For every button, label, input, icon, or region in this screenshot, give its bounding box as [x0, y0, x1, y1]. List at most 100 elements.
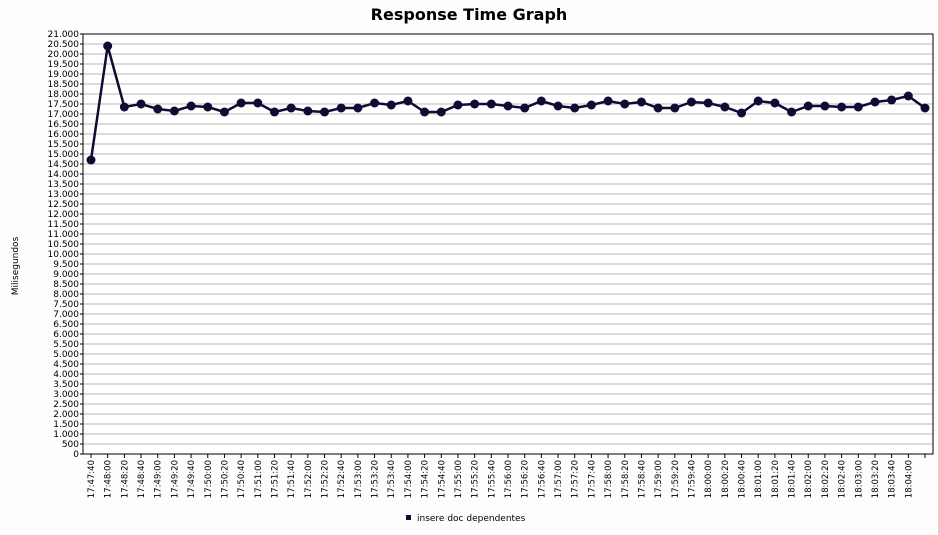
y-tick-label: 3.000 — [53, 390, 79, 400]
x-tick-label: 18:00:00 — [704, 460, 714, 498]
data-point — [436, 107, 446, 117]
y-tick-label: 2.000 — [53, 410, 79, 420]
x-tick-label: 17:54:20 — [421, 460, 431, 498]
y-tick-label: 18.000 — [48, 90, 80, 100]
data-point — [770, 98, 780, 108]
y-tick-label: 7.000 — [53, 310, 79, 320]
data-point — [219, 107, 229, 117]
legend-label: insere doc dependentes — [417, 514, 526, 524]
data-point — [787, 107, 797, 117]
x-tick-label: 17:51:20 — [270, 460, 280, 498]
data-point — [920, 103, 930, 113]
x-tick-label: 18:01:00 — [754, 460, 764, 498]
y-tick-label: 11.000 — [48, 230, 80, 240]
y-tick-label: 6.000 — [53, 330, 79, 340]
x-tick-label: 17:52:20 — [321, 460, 331, 498]
data-point — [153, 104, 163, 114]
data-point — [336, 103, 346, 113]
data-point — [503, 101, 513, 111]
y-tick-label: 15.000 — [48, 150, 80, 160]
y-tick-label: 7.500 — [53, 300, 79, 310]
y-tick-label: 500 — [62, 440, 79, 450]
x-tick-label: 17:53:40 — [387, 460, 397, 498]
x-tick-label: 17:59:20 — [671, 460, 681, 498]
x-tick-label: 18:02:20 — [821, 460, 831, 498]
y-tick-label: 10.500 — [48, 240, 80, 250]
data-point — [686, 97, 696, 107]
data-point — [186, 101, 196, 111]
y-tick-label: 5.500 — [53, 340, 79, 350]
x-tick-label: 17:55:00 — [454, 460, 464, 498]
x-tick-label: 18:01:40 — [788, 460, 798, 498]
x-tick-label: 17:48:20 — [120, 460, 130, 498]
x-tick-label: 18:03:40 — [888, 460, 898, 498]
data-point — [86, 155, 96, 165]
data-point — [470, 99, 480, 109]
y-tick-label: 13.500 — [48, 180, 80, 190]
data-point — [820, 101, 830, 111]
data-point — [486, 99, 496, 109]
y-tick-label: 1.000 — [53, 430, 79, 440]
x-tick-label: 17:57:20 — [571, 460, 581, 498]
data-point — [253, 98, 263, 108]
data-point — [370, 98, 380, 108]
data-point — [103, 41, 113, 51]
x-tick-label: 18:01:20 — [771, 460, 781, 498]
y-tick-label: 14.500 — [48, 160, 80, 170]
data-point — [320, 107, 330, 117]
y-tick-label: 4.500 — [53, 360, 79, 370]
data-point — [620, 99, 630, 109]
x-tick-label: 18:00:40 — [738, 460, 748, 498]
y-tick-label: 12.500 — [48, 200, 80, 210]
data-point — [670, 103, 680, 113]
data-point — [703, 98, 713, 108]
data-point — [837, 102, 847, 112]
data-point — [553, 101, 563, 111]
x-tick-label: 17:49:40 — [187, 460, 197, 498]
data-point — [720, 102, 730, 112]
y-tick-label: 16.000 — [48, 130, 80, 140]
data-point — [169, 106, 179, 116]
x-tick-label: 17:58:20 — [621, 460, 631, 498]
data-point — [603, 96, 613, 106]
data-point — [903, 91, 913, 101]
x-tick-label: 17:47:40 — [87, 460, 97, 498]
y-tick-label: 18.500 — [48, 80, 80, 90]
x-tick-label: 17:51:00 — [254, 460, 264, 498]
x-tick-label: 17:48:40 — [137, 460, 147, 498]
y-tick-label: 16.500 — [48, 120, 80, 130]
data-point — [586, 100, 596, 110]
y-tick-label: 15.500 — [48, 140, 80, 150]
x-tick-label: 17:53:20 — [371, 460, 381, 498]
x-tick-label: 17:58:00 — [604, 460, 614, 498]
data-point — [753, 96, 763, 106]
x-tick-label: 17:50:40 — [237, 460, 247, 498]
x-tick-label: 18:04:00 — [904, 460, 914, 498]
data-point — [853, 102, 863, 112]
data-point — [870, 97, 880, 107]
x-tick-label: 17:49:20 — [170, 460, 180, 498]
x-tick-label: 17:53:00 — [354, 460, 364, 498]
x-tick-label: 17:55:40 — [487, 460, 497, 498]
x-tick-label: 17:57:40 — [587, 460, 597, 498]
data-point — [737, 108, 747, 118]
data-point — [269, 107, 279, 117]
data-point — [303, 106, 313, 116]
y-tick-label: 17.000 — [48, 110, 80, 120]
data-point — [203, 102, 213, 112]
x-tick-label: 17:56:00 — [504, 460, 514, 498]
data-point — [420, 107, 430, 117]
x-tick-label: 18:00:20 — [721, 460, 731, 498]
y-tick-label: 0 — [73, 450, 79, 460]
x-tick-label: 17:50:20 — [220, 460, 230, 498]
y-tick-label: 12.000 — [48, 210, 80, 220]
x-tick-label: 17:48:00 — [104, 460, 114, 498]
x-tick-label: 17:56:20 — [521, 460, 531, 498]
data-point — [887, 95, 897, 105]
x-tick-label: 17:57:00 — [554, 460, 564, 498]
x-tick-label: 17:54:40 — [437, 460, 447, 498]
y-tick-label: 20.000 — [48, 50, 80, 60]
x-tick-label: 17:59:00 — [654, 460, 664, 498]
chart-title: Response Time Graph — [371, 5, 568, 24]
